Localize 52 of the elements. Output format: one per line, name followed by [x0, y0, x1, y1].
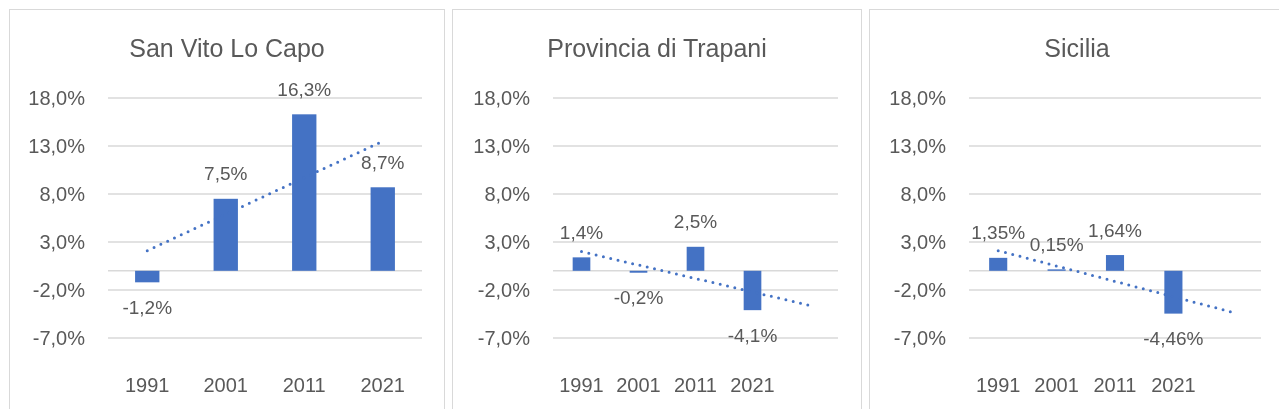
- x-tick-label: 2021: [1151, 374, 1196, 396]
- y-tick-label: 8,0%: [900, 183, 947, 205]
- y-tick-label: 8,0%: [484, 183, 531, 205]
- y-tick-label: 3,0%: [484, 231, 531, 253]
- data-label: 1,4%: [559, 222, 604, 244]
- y-tick-label: 13,0%: [473, 135, 531, 157]
- bar: [989, 257, 1008, 271]
- bar: [370, 187, 395, 271]
- data-label: 1,35%: [971, 222, 1026, 244]
- data-label: 8,7%: [361, 151, 405, 173]
- data-label: 16,3%: [277, 78, 332, 100]
- y-tick-label: 13,0%: [889, 135, 947, 157]
- data-label: -4,46%: [1143, 328, 1204, 350]
- x-tick-label: 2001: [203, 374, 248, 396]
- chart-title: Sicilia: [1044, 34, 1110, 62]
- x-tick-label: 2021: [360, 374, 405, 396]
- y-tick-label: 3,0%: [900, 231, 947, 253]
- line-series: [580, 250, 811, 307]
- x-tick-label: 2001: [1034, 374, 1079, 396]
- y-tick-label: 8,0%: [39, 183, 86, 205]
- data-label: 2,5%: [673, 211, 718, 233]
- y-tick-label: -7,0%: [477, 327, 531, 349]
- y-tick-label: -7,0%: [32, 327, 86, 349]
- chart-title: San Vito Lo Capo: [129, 34, 325, 62]
- x-tick-label: 1991: [975, 374, 1021, 396]
- x-tick-label: 2021: [730, 374, 775, 396]
- bar: [572, 257, 591, 271]
- y-tick-label: 13,0%: [28, 135, 86, 157]
- y-tick-label: 18,0%: [889, 87, 947, 109]
- bar: [686, 246, 705, 271]
- data-label: 1,64%: [1088, 219, 1143, 241]
- bar: [135, 270, 160, 283]
- chart-title: Provincia di Trapani: [547, 34, 767, 62]
- y-tick-label: 18,0%: [473, 87, 531, 109]
- y-tick-label: -2,0%: [32, 279, 86, 301]
- data-label: -4,1%: [727, 324, 778, 346]
- data-label: -1,2%: [122, 296, 173, 318]
- data-label: -0,2%: [613, 287, 664, 309]
- y-tick-label: -2,0%: [477, 279, 531, 301]
- bar: [1105, 255, 1125, 271]
- x-tick-label: 2011: [673, 374, 718, 396]
- x-tick-label: 2011: [282, 374, 326, 396]
- x-tick-label: 2001: [616, 374, 661, 396]
- y-tick-label: -7,0%: [893, 327, 947, 349]
- x-tick-label: 1991: [559, 374, 604, 396]
- x-tick-label: 1991: [125, 374, 170, 396]
- x-tick-label: 2011: [1093, 374, 1137, 396]
- data-label: 7,5%: [204, 163, 248, 185]
- y-tick-label: -2,0%: [893, 279, 947, 301]
- y-tick-label: 3,0%: [39, 231, 86, 253]
- y-tick-label: 18,0%: [28, 87, 86, 109]
- data-label: 0,15%: [1029, 234, 1084, 256]
